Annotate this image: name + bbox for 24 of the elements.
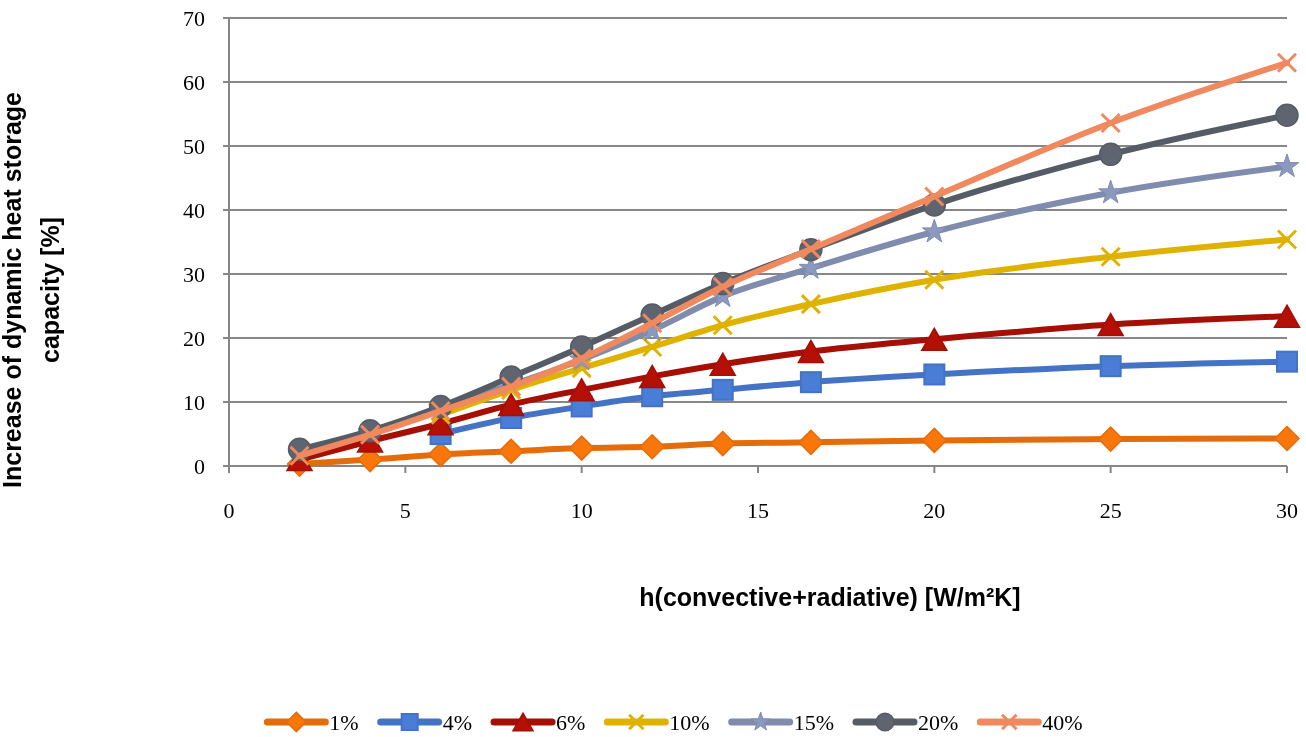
x-axis-title: h(convective+radiative) [W/m²K]: [639, 583, 1021, 611]
x-tick-label: 15: [747, 498, 769, 523]
legend-label: 40%: [1042, 709, 1083, 735]
y-axis-title: Increase of dynamic heat storage capacity [%]: [0, 91, 64, 488]
legend-label: 6%: [556, 709, 586, 735]
y-tick-label: 30: [183, 261, 205, 287]
y-tick-label: 20: [183, 325, 205, 351]
x-tick-label: 10: [570, 498, 593, 523]
legend-label: 1%: [329, 709, 359, 735]
legend-label: 15%: [793, 709, 834, 735]
legend-label: 10%: [669, 709, 710, 735]
y-tick-label: 10: [183, 389, 205, 415]
x-tick-label: 30: [1276, 498, 1298, 523]
x-tick-label: 20: [923, 498, 946, 523]
x-tick-label: 25: [1099, 498, 1122, 523]
y-tick-label: 0: [194, 453, 205, 479]
x-tick-label: 0: [223, 498, 235, 523]
y-tick-label: 70: [183, 5, 205, 31]
legend-label: 20%: [917, 709, 959, 735]
y-tick-label: 50: [183, 133, 205, 159]
legend-label: 4%: [442, 709, 473, 735]
y-tick-label: 60: [183, 69, 205, 95]
x-tick-label: 5: [399, 498, 411, 523]
y-tick-label: 40: [183, 197, 205, 223]
